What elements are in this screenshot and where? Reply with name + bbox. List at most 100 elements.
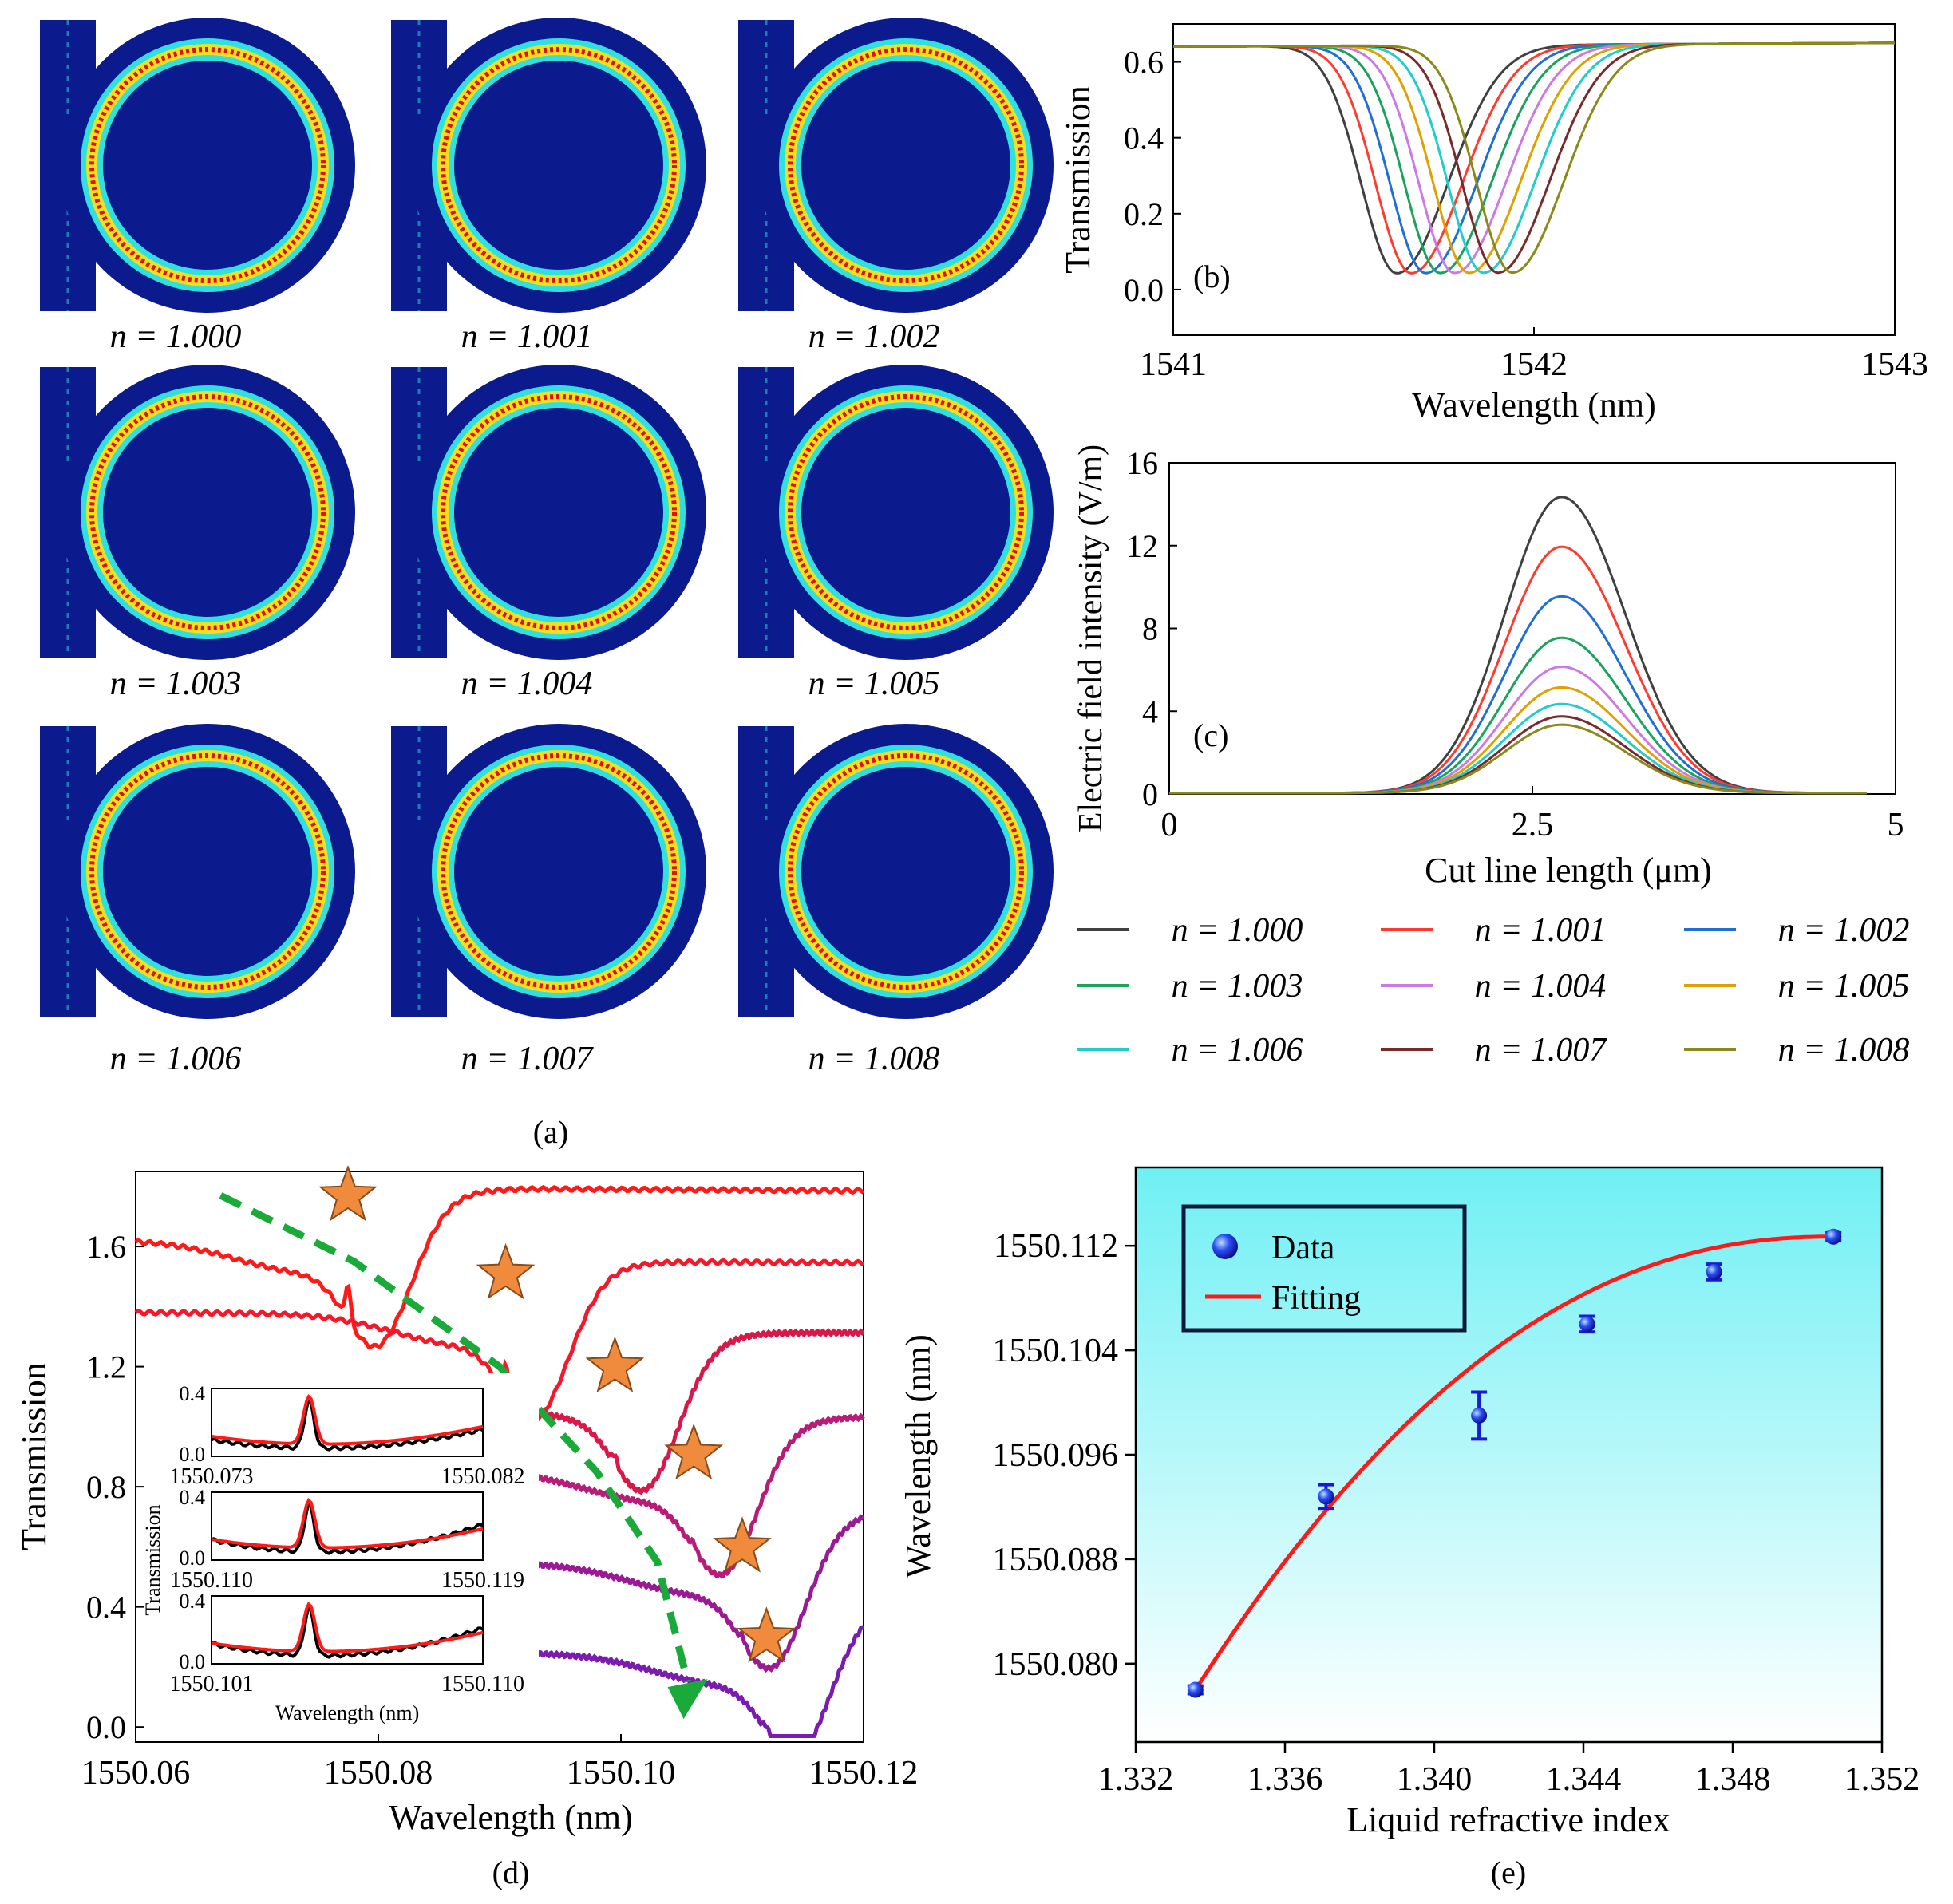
ring-hot xyxy=(441,753,677,990)
data-point xyxy=(1471,1407,1488,1424)
data-point xyxy=(1579,1316,1595,1333)
disk xyxy=(60,18,355,313)
tick-label-c-y: 12 xyxy=(1126,528,1158,564)
inset-tick-y: 0.0 xyxy=(180,1547,206,1570)
legend-data-marker xyxy=(1212,1234,1238,1259)
tick-label-c-x: 0 xyxy=(1161,807,1178,843)
xlabel-c: Cut line length (μm) xyxy=(1425,851,1712,890)
field-map: n = 1.008 xyxy=(738,724,1054,1077)
inset-tick-y: 0.0 xyxy=(180,1443,206,1466)
star-marker xyxy=(713,1516,772,1573)
series-line-b xyxy=(1173,41,1895,275)
inset-frame xyxy=(211,1491,484,1561)
legend-label: n = 1.000 xyxy=(1172,912,1303,949)
tick-label-d-y: 1.2 xyxy=(86,1349,126,1385)
tick-label-b-y: 0.6 xyxy=(1124,45,1164,81)
inset-data-line xyxy=(211,1396,484,1452)
series-line-b xyxy=(1173,41,1895,275)
panel-label-b: (b) xyxy=(1193,259,1231,294)
legend-label: n = 1.001 xyxy=(1475,912,1607,949)
tick-label-b-x: 1541 xyxy=(1140,346,1207,383)
field-map: n = 1.003 xyxy=(40,365,355,702)
field-label: n = 1.007 xyxy=(461,1041,595,1077)
field-map: n = 1.000 xyxy=(40,18,355,355)
inset-fit-line xyxy=(211,1497,484,1550)
tick-label-e-y: 1550.104 xyxy=(993,1333,1119,1369)
data-point xyxy=(1825,1228,1842,1245)
tick-label-e-x: 1.348 xyxy=(1695,1761,1771,1798)
field-map: n = 1.004 xyxy=(391,365,706,702)
series-line-c xyxy=(1169,545,1867,795)
ylabel-e: Wavelength (nm) xyxy=(899,1334,938,1578)
spectrum-line-d xyxy=(510,1514,865,1673)
tick-label-e-x: 1.344 xyxy=(1546,1761,1622,1798)
series-line-c xyxy=(1169,702,1867,795)
inset-tick-y: 0.4 xyxy=(180,1486,206,1509)
tick-label-e-y: 1550.112 xyxy=(994,1228,1118,1265)
tick-label-c-x: 2.5 xyxy=(1512,807,1554,843)
data-point xyxy=(1318,1488,1334,1505)
ring-hot xyxy=(788,47,1024,283)
legend-label: n = 1.008 xyxy=(1778,1032,1910,1069)
spectrum-line-d xyxy=(510,1328,865,1495)
tick-label-c-y: 4 xyxy=(1142,693,1158,729)
panel-a: n = 1.000 n = 1.001 n = 1.002 n = 1.003 n = … xyxy=(40,18,1054,1077)
series-line-b xyxy=(1173,41,1895,275)
field-label: n = 1.005 xyxy=(808,666,940,702)
disk xyxy=(758,365,1054,660)
legend-label: n = 1.007 xyxy=(1475,1032,1608,1069)
tick-label-e-x: 1.340 xyxy=(1397,1761,1473,1798)
inset-tick-y: 0.4 xyxy=(180,1382,206,1405)
inset-fit-line xyxy=(211,1393,484,1446)
tick-label-d-y: 1.6 xyxy=(86,1229,126,1265)
star-marker xyxy=(318,1165,378,1222)
series-line-b xyxy=(1173,41,1895,275)
disk xyxy=(758,18,1054,313)
field-map: n = 1.007 xyxy=(391,724,706,1077)
tick-label-e-y: 1550.088 xyxy=(993,1542,1119,1578)
panel-d: Transmission Wavelength (nm) (d) 1550.06… xyxy=(14,1165,918,1890)
tick-label-d-y: 0.0 xyxy=(86,1709,126,1745)
plot-frame-d xyxy=(135,1171,864,1743)
field-map: n = 1.001 xyxy=(391,18,706,355)
xlabel-b: Wavelength (nm) xyxy=(1412,385,1656,425)
disk xyxy=(758,724,1054,1019)
panel-a-label: (a) xyxy=(533,1114,568,1150)
field-map: n = 1.002 xyxy=(738,18,1054,355)
panel-b: Transmission Wavelength (nm) (b) 1541 154… xyxy=(1058,23,1928,425)
field-label: n = 1.006 xyxy=(110,1041,242,1077)
ring-hot xyxy=(788,753,1024,990)
data-point xyxy=(1187,1681,1204,1698)
field-label: n = 1.002 xyxy=(808,318,940,355)
ring-hot xyxy=(89,394,326,630)
series-line-c xyxy=(1169,665,1867,795)
inset-ylabel: Transmission xyxy=(141,1504,164,1615)
xlabel-e: Liquid refractive index xyxy=(1346,1800,1670,1839)
panel-label-e: (e) xyxy=(1491,1855,1526,1890)
star-marker xyxy=(476,1242,536,1300)
legend-fit-label: Fitting xyxy=(1271,1280,1361,1317)
trend-arrow xyxy=(219,1192,691,1683)
field-label: n = 1.003 xyxy=(110,666,242,702)
legend-bc: n = 1.000 n = 1.001 n = 1.002 n = 1.003 n = … xyxy=(1077,912,1909,1069)
star-marker xyxy=(664,1423,724,1480)
ring-hot xyxy=(89,753,326,990)
inset-tick-x: 1550.110 xyxy=(441,1672,524,1697)
inset-frame xyxy=(211,1388,484,1457)
ring-hot xyxy=(89,47,326,283)
tick-label-e-y: 1550.080 xyxy=(993,1646,1119,1683)
tick-label-d-x: 1550.06 xyxy=(81,1755,191,1791)
tick-label-b-x: 1543 xyxy=(1861,346,1928,383)
ylabel-d: Transmission xyxy=(14,1362,53,1550)
panel-label-d: (d) xyxy=(492,1855,530,1890)
tick-label-c-y: 16 xyxy=(1126,445,1158,481)
field-map: n = 1.006 xyxy=(40,724,355,1077)
ylabel-b: Transmission xyxy=(1058,85,1097,274)
legend-label: n = 1.004 xyxy=(1475,968,1607,1005)
plot-frame-c xyxy=(1168,462,1896,795)
fit-line xyxy=(1193,1234,1834,1691)
inset-tick-y: 0.0 xyxy=(180,1650,206,1673)
tick-label-e-x: 1.352 xyxy=(1844,1761,1920,1798)
disk xyxy=(411,724,706,1019)
ring-hot xyxy=(441,394,677,630)
